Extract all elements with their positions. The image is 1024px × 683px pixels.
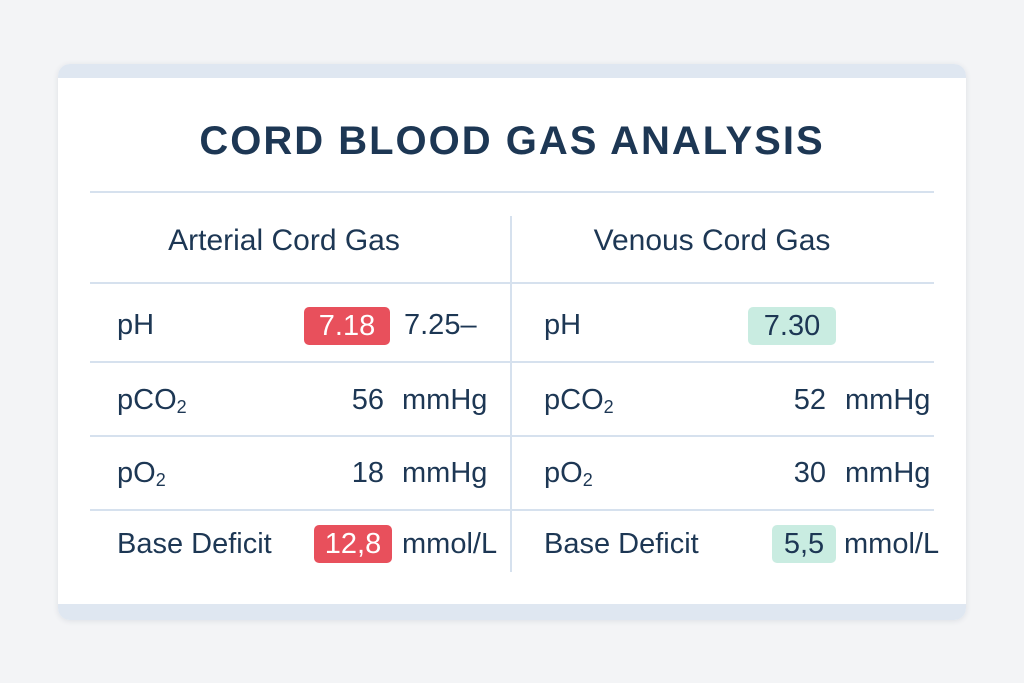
arterial-pco2-label: pCO2 bbox=[117, 384, 187, 417]
row-divider bbox=[90, 509, 934, 511]
venous-ph-label: pH bbox=[544, 309, 582, 341]
arterial-po2-label: pO2 bbox=[117, 457, 166, 490]
venous-pco2-value: 52 bbox=[793, 384, 826, 416]
venous-pco2-label: pCO2 bbox=[544, 384, 614, 417]
arterial-pco2-unit: mmHg bbox=[402, 384, 488, 416]
card-top-band bbox=[58, 64, 966, 78]
arterial-ph-label: pH bbox=[117, 309, 155, 341]
venous-heading: Venous Cord Gas bbox=[593, 224, 831, 257]
venous-po2-value: 30 bbox=[793, 457, 826, 489]
title-divider bbox=[90, 191, 934, 193]
page-title: CORD BLOOD GAS ANALYSIS bbox=[199, 119, 825, 163]
arterial-pco2-value: 56 bbox=[351, 384, 384, 416]
row-divider bbox=[90, 361, 934, 363]
arterial-po2-value: 18 bbox=[351, 457, 384, 489]
arterial-base-deficit-value-badge: 12,8 bbox=[314, 525, 392, 563]
arterial-ph-range: 7.25– bbox=[404, 309, 477, 341]
venous-ph-value-badge: 7.30 bbox=[748, 307, 836, 345]
venous-base-deficit-value-badge: 5,5 bbox=[772, 525, 836, 563]
arterial-heading: Arterial Cord Gas bbox=[168, 224, 400, 257]
arterial-base-deficit-unit: mmol/L bbox=[402, 528, 498, 560]
venous-base-deficit-label: Base Deficit bbox=[544, 528, 699, 560]
venous-po2-label: pO2 bbox=[544, 457, 593, 490]
venous-pco2-unit: mmHg bbox=[845, 384, 931, 416]
venous-po2-unit: mmHg bbox=[845, 457, 931, 489]
row-divider bbox=[90, 435, 934, 437]
column-divider bbox=[510, 216, 512, 572]
arterial-ph-value-badge: 7.18 bbox=[304, 307, 390, 345]
arterial-po2-unit: mmHg bbox=[402, 457, 488, 489]
card-bottom-band bbox=[58, 604, 966, 620]
arterial-base-deficit-label: Base Deficit bbox=[117, 528, 272, 560]
venous-base-deficit-unit: mmol/L bbox=[844, 528, 940, 560]
blood-gas-card: CORD BLOOD GAS ANALYSIS Arterial Cord Ga… bbox=[58, 64, 966, 620]
row-divider bbox=[90, 282, 934, 284]
